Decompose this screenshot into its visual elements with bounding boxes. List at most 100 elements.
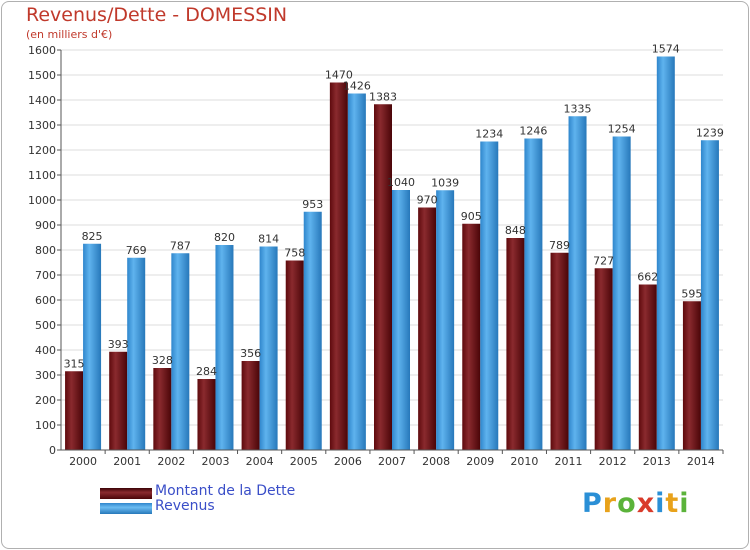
data-label-debt: 1470 <box>325 69 353 82</box>
data-label-revenus: 1246 <box>519 125 547 138</box>
bar-debt <box>197 379 216 450</box>
y-tick-label: 1600 <box>28 44 56 57</box>
data-label-debt: 315 <box>64 357 85 370</box>
bar-revenus <box>347 93 366 450</box>
data-label-debt: 284 <box>196 365 217 378</box>
bar-debt <box>241 361 260 450</box>
bar-layer <box>65 56 719 450</box>
y-tick-label: 900 <box>35 219 56 232</box>
bar-debt <box>506 238 525 450</box>
y-tick-label: 700 <box>35 269 56 282</box>
x-tick-label: 2009 <box>466 455 494 468</box>
bar-revenus <box>612 136 631 450</box>
legend-swatch-debt <box>100 488 152 499</box>
y-tick-label: 1500 <box>28 69 56 82</box>
y-tick-label: 600 <box>35 294 56 307</box>
bar-revenus <box>524 138 543 450</box>
bar-revenus <box>215 245 234 450</box>
x-tick-label: 2004 <box>246 455 274 468</box>
logo-letter: t <box>665 488 680 519</box>
x-tick-label: 2000 <box>69 455 97 468</box>
bar-revenus <box>480 141 499 450</box>
bar-revenus <box>700 140 719 450</box>
chart-subtitle: (en milliers d'€) <box>26 28 113 41</box>
x-tick-label: 2001 <box>113 455 141 468</box>
legend-label-debt: Montant de la Dette <box>155 483 296 499</box>
x-tick-label: 2014 <box>687 455 715 468</box>
y-tick-label: 500 <box>35 319 56 332</box>
logo-letter: r <box>602 488 618 519</box>
bar-revenus <box>392 190 410 450</box>
logo-letter: o <box>617 488 637 519</box>
bar-revenus <box>436 190 455 450</box>
logo-letter: i <box>679 488 690 519</box>
chart-title: Revenus/Dette - DOMESSIN <box>26 4 288 26</box>
data-label-revenus: 769 <box>126 244 147 257</box>
data-label-revenus: 1426 <box>343 80 371 93</box>
bar-debt <box>638 284 657 450</box>
y-tick-label: 0 <box>49 444 56 457</box>
data-label-revenus: 1254 <box>608 123 636 136</box>
bar-debt <box>285 260 304 450</box>
x-tick-label: 2011 <box>555 455 583 468</box>
bar-revenus <box>83 243 102 450</box>
bar-revenus <box>259 246 278 450</box>
data-label-revenus: 1239 <box>696 126 724 139</box>
bar-debt <box>374 104 392 450</box>
bar-debt <box>682 301 701 450</box>
y-tick-label: 100 <box>35 419 56 432</box>
data-label-debt: 848 <box>505 224 526 237</box>
x-tick-label: 2002 <box>157 455 185 468</box>
proxiti-logo: Proxiti <box>582 488 690 519</box>
legend-label-revenus: Revenus <box>155 498 215 514</box>
data-label-debt: 1383 <box>369 90 397 103</box>
data-label-debt: 789 <box>549 239 570 252</box>
data-label-revenus: 1335 <box>564 102 592 115</box>
label-layer: 315 825 393 769 328 787 284 820 356 814 758 953 1470… <box>64 43 724 379</box>
logo-letter: i <box>655 488 666 519</box>
logo-letter: x <box>636 488 656 519</box>
x-tick-label: 2008 <box>422 455 450 468</box>
bar-revenus <box>568 116 587 450</box>
data-label-debt: 595 <box>681 287 702 300</box>
bar-debt <box>329 82 348 450</box>
y-tick-label: 400 <box>35 344 56 357</box>
data-label-debt: 662 <box>637 271 658 284</box>
x-tick-label: 2003 <box>201 455 229 468</box>
x-tick-label: 2005 <box>290 455 318 468</box>
y-tick-label: 1100 <box>28 169 56 182</box>
bar-revenus <box>656 56 675 450</box>
bar-debt <box>550 252 569 450</box>
data-label-debt: 356 <box>240 347 261 360</box>
y-tick-label: 1400 <box>28 94 56 107</box>
y-tick-label: 1200 <box>28 144 56 157</box>
data-label-debt: 905 <box>461 210 482 223</box>
bar-revenus <box>171 253 190 450</box>
bar-debt <box>418 207 437 450</box>
bar-revenus <box>303 211 322 450</box>
data-label-debt: 328 <box>152 354 173 367</box>
data-label-revenus: 1040 <box>387 176 415 189</box>
data-label-debt: 970 <box>417 194 438 207</box>
data-label-revenus: 1234 <box>475 128 503 141</box>
data-label-debt: 727 <box>593 254 614 267</box>
logo-letter: P <box>582 488 603 519</box>
y-tick-label: 800 <box>35 244 56 257</box>
y-tick-label: 1000 <box>28 194 56 207</box>
bar-debt <box>594 268 613 450</box>
data-label-revenus: 953 <box>302 198 323 211</box>
x-tick-label: 2012 <box>599 455 627 468</box>
y-tick-label: 200 <box>35 394 56 407</box>
axis-layer: 0 100 200 300 400 500 600 700 800 900 1000 1100 1200… <box>28 44 724 468</box>
bar-revenus <box>127 257 146 450</box>
data-label-revenus: 1574 <box>652 43 680 56</box>
data-label-debt: 393 <box>108 338 129 351</box>
y-tick-label: 1300 <box>28 119 56 132</box>
bar-debt <box>153 368 172 450</box>
x-tick-label: 2013 <box>643 455 671 468</box>
bar-debt <box>109 351 128 450</box>
data-label-revenus: 825 <box>82 230 103 243</box>
data-label-revenus: 1039 <box>431 176 459 189</box>
x-tick-label: 2007 <box>378 455 406 468</box>
